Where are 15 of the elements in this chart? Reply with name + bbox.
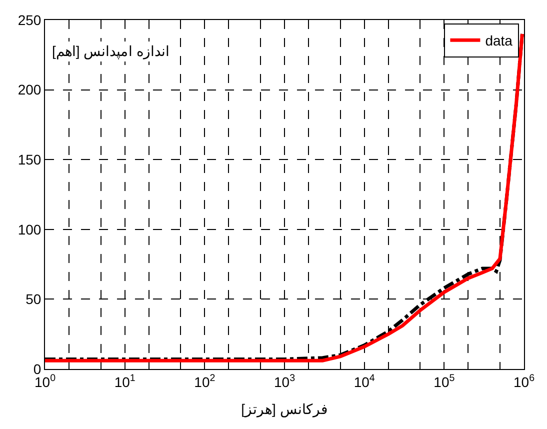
y-axis-title: اندازه امپدانس [اهم] (52, 43, 170, 60)
x-tick-label: 10$^{4}$ (354, 372, 376, 390)
y-tick-label: 50 (26, 291, 42, 308)
x-tick-label: 10$^{6}$ (513, 372, 536, 390)
y-tick-label: 250 (18, 12, 42, 28)
x-tick-label: 10$^{5}$ (434, 372, 456, 390)
y-tick-label: 100 (18, 221, 42, 238)
y-tick-label: 0 (33, 360, 42, 377)
y-tick-label: 200 (18, 82, 42, 98)
x-tick-label: 10$^{3}$ (274, 372, 296, 390)
legend-label: data (485, 32, 513, 49)
y-tick-label: 150 (18, 152, 42, 168)
x-tick-label: 10$^{1}$ (114, 372, 136, 390)
x-tick-label: 10$^{2}$ (194, 372, 216, 390)
x-axis-title: فرکانس [هرتز] (241, 401, 328, 418)
